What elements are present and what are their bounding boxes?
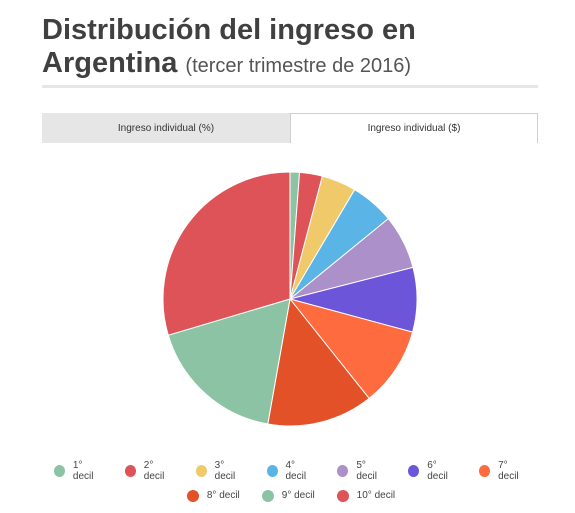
legend-item-2[interactable]: 2° decil [124,459,174,482]
legend-label: 9° decil [281,490,315,501]
legend-swatch [336,489,349,502]
legend-label: 7° decil [498,459,519,482]
legend-item-4[interactable]: 4° decil [266,459,316,482]
legend-swatch [479,464,491,477]
legend-swatch [195,464,207,477]
legend-label: 4° decil [285,459,307,482]
chart-title-text: Distribución del ingreso en Argentina [42,14,416,79]
pie-slice-8[interactable] [267,297,370,427]
pie-slice-9[interactable] [167,298,291,425]
pie-slice-10[interactable] [162,171,291,336]
pie-slice-7[interactable] [288,298,414,400]
legend-row: 1° decil 2° decil 3° decil 4° decil 5° decil… [42,458,538,483]
title-divider [42,85,538,88]
legend-item-7[interactable]: 7° decil [479,460,528,482]
tab-ingreso-porcentaje[interactable]: Ingreso individual (%) [42,113,290,143]
legend-label: 8° decil [206,490,240,501]
legend-item-8[interactable]: 8° decil [186,489,240,502]
tab-ingreso-pesos[interactable]: Ingreso individual ($) [290,113,538,143]
legend-swatch [124,464,136,477]
legend-item-3[interactable]: 3° decil [195,459,245,482]
legend-label: 3° decil [214,459,236,482]
legend-label: 2° decil [143,459,165,482]
tab-bar: Ingreso individual (%) Ingreso individua… [42,113,538,143]
legend-swatch [261,489,274,502]
legend-item-6[interactable]: 6° decil [408,460,457,482]
legend-swatch [266,464,278,477]
legend-swatch [408,464,420,477]
legend-label: 5° decil [356,459,377,482]
chart-subtitle: (tercer trimestre de 2016) [185,55,412,77]
legend-label: 1° decil [72,459,94,482]
chart-title: Distribución del ingreso en Argentina (t… [42,14,542,83]
title-block: Distribución del ingreso en Argentina (t… [42,14,542,83]
legend-label: 6° decil [427,459,448,482]
pie-chart [162,171,418,427]
legend-swatch [337,464,349,477]
legend-swatch [54,464,65,477]
legend-item-10[interactable]: 10° decil [336,489,396,502]
chart-legend: 1° decil 2° decil 3° decil 4° decil 5° decil… [42,458,538,508]
legend-row: 8° decil 9° decil 10° decil [42,483,538,508]
legend-swatch [186,489,199,502]
legend-item-5[interactable]: 5° decil [337,460,386,482]
legend-item-1[interactable]: 1° decil [54,460,103,482]
legend-label: 10° decil [356,490,396,501]
legend-item-9[interactable]: 9° decil [261,489,315,502]
